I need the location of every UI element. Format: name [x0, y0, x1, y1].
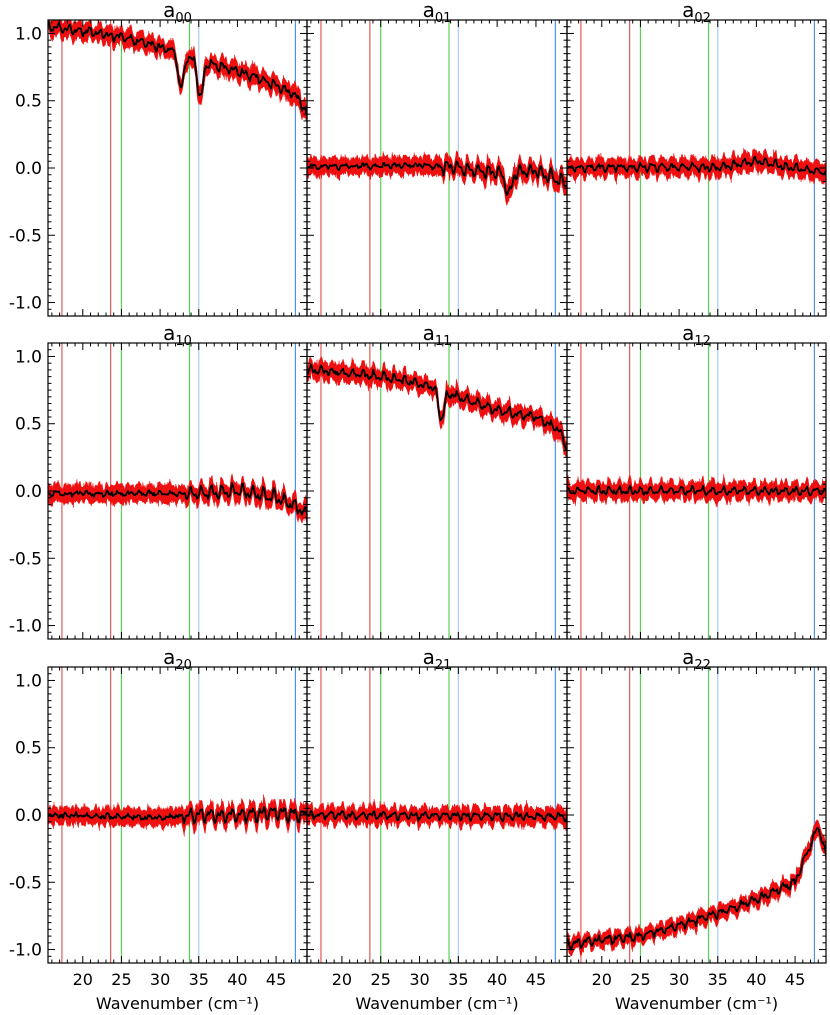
x-tick-label: 25 — [111, 970, 131, 989]
y-tick-label: -0.5 — [9, 226, 42, 246]
panel-title-subscript: 10 — [175, 334, 192, 349]
panel-a22: 20 25 30 35 40 45 Wavenumber (cm⁻¹) a22 — [566, 645, 827, 1013]
panel-title-base: a — [423, 645, 435, 669]
y-tick-label: -1.0 — [9, 294, 42, 314]
mean-series — [307, 160, 567, 197]
panel-title-subscript: 21 — [435, 658, 452, 673]
x-tick-label: 45 — [526, 970, 546, 989]
x-tick-label: 35 — [189, 970, 209, 989]
panel-a12: a12 — [566, 321, 827, 640]
y-tick-label: 0.5 — [15, 739, 42, 759]
x-tick-label: 40 — [227, 970, 247, 989]
panel-title-base: a — [423, 0, 435, 22]
panel-title: a00 — [163, 0, 192, 26]
x-tick-label: 35 — [448, 970, 468, 989]
mean-series — [307, 363, 567, 451]
x-tick-label: 20 — [73, 970, 93, 989]
x-tick-label: 35 — [708, 970, 728, 989]
x-tick-label: 30 — [150, 970, 170, 989]
panel-title-subscript: 12 — [694, 334, 711, 349]
plot-area — [307, 343, 567, 639]
panel-a01: a01 — [306, 0, 568, 317]
x-tick-label: 40 — [746, 970, 766, 989]
y-tick-label: 1.0 — [15, 671, 42, 691]
mean-series — [48, 20, 307, 116]
x-tick-label: 30 — [409, 970, 429, 989]
x-tick-label: 40 — [487, 970, 507, 989]
x-tick-label: 20 — [592, 970, 612, 989]
panel-a00: 1.0 0.5 0.0 -0.5 -1.0 a00 — [9, 0, 308, 317]
y-tick-label: 0.0 — [15, 482, 42, 502]
panel-title-base: a — [163, 645, 175, 669]
x-axis-label: Wavenumber (cm⁻¹) — [96, 994, 259, 1013]
panel-title: a11 — [423, 321, 452, 349]
x-axis-label: Wavenumber (cm⁻¹) — [615, 994, 778, 1013]
panel-title: a21 — [423, 645, 452, 673]
y-tick-label: 0.5 — [15, 415, 42, 435]
plot-area — [567, 20, 826, 316]
panel-title: a01 — [423, 0, 452, 26]
plot-area — [567, 343, 826, 639]
panel-title-base: a — [163, 321, 175, 345]
plot-area — [567, 667, 826, 963]
panel-title-subscript: 02 — [694, 11, 711, 26]
panel-title: a22 — [682, 645, 711, 673]
panel-title-base: a — [682, 645, 694, 669]
y-tick-label: 0.5 — [15, 92, 42, 112]
y-tick-label: -0.5 — [9, 549, 42, 569]
mean-series — [48, 806, 307, 825]
panel-title-base: a — [163, 0, 175, 22]
y-tick-label: -1.0 — [9, 941, 42, 961]
panel-title-base: a — [423, 321, 435, 345]
mean-series — [48, 482, 307, 516]
plot-area — [48, 343, 307, 639]
panel-title-base: a — [682, 321, 694, 345]
panel-title: a02 — [682, 0, 711, 26]
plot-area — [307, 20, 567, 316]
panel-title-subscript: 11 — [435, 334, 452, 349]
plot-area — [307, 667, 567, 963]
x-tick-label: 25 — [630, 970, 650, 989]
mean-series — [567, 827, 826, 951]
mean-series — [567, 484, 826, 497]
panel-a11: a11 — [306, 321, 568, 640]
panel-a10: 1.0 0.5 0.0 -0.5 -1.0 a10 — [9, 321, 308, 640]
panel-title-base: a — [682, 0, 694, 22]
mean-series — [307, 809, 567, 823]
plot-area — [48, 667, 307, 963]
y-tick-label: 0.0 — [15, 806, 42, 826]
x-tick-label: 25 — [371, 970, 391, 989]
x-axis-label: Wavenumber (cm⁻¹) — [355, 994, 518, 1013]
panel-title-subscript: 00 — [175, 11, 192, 26]
plot-area — [48, 20, 307, 316]
noise-series — [307, 356, 567, 458]
mean-series — [567, 155, 826, 176]
panel-a21: 20 25 30 35 40 45 Wavenumber (cm⁻¹) a21 — [306, 645, 568, 1013]
y-tick-label: -1.0 — [9, 617, 42, 637]
x-tick-label: 45 — [785, 970, 805, 989]
panel-title: a12 — [682, 321, 711, 349]
panel-title: a10 — [163, 321, 192, 349]
y-tick-label: 1.0 — [15, 347, 42, 367]
x-tick-label: 45 — [266, 970, 286, 989]
y-tick-label: 1.0 — [15, 24, 42, 44]
noise-series — [307, 151, 567, 203]
panel-a20: 1.0 0.5 0.0 -0.5 -1.0 20 25 30 35 40 45 Wavenumber … — [9, 645, 308, 1013]
panel-a02: a02 — [566, 0, 827, 317]
panel-title-subscript: 22 — [694, 658, 711, 673]
panel-title-subscript: 01 — [435, 11, 452, 26]
panel-title-subscript: 20 — [175, 658, 192, 673]
y-tick-label: 0.0 — [15, 159, 42, 179]
y-tick-label: -0.5 — [9, 873, 42, 893]
x-tick-label: 30 — [669, 970, 689, 989]
x-tick-label: 20 — [332, 970, 352, 989]
panel-title: a20 — [163, 645, 192, 673]
